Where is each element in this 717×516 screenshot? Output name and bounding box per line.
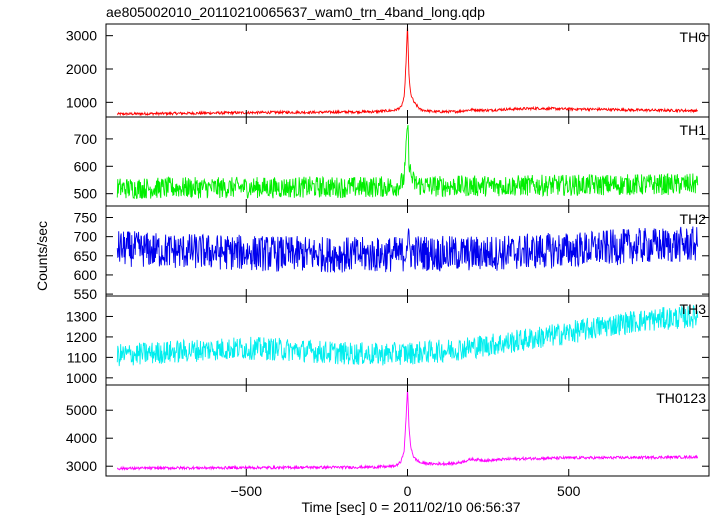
chart-title: ae805002010_20110210065637_wam0_trn_4ban… bbox=[106, 4, 485, 20]
series-line-th0 bbox=[116, 24, 699, 117]
panel-label-th0: TH0 bbox=[680, 29, 707, 45]
x-tick-label: −500 bbox=[230, 483, 262, 499]
series-line-th3 bbox=[116, 304, 699, 367]
panel-frame-th3 bbox=[105, 295, 710, 386]
y-tick-label: 1300 bbox=[66, 308, 97, 324]
y-tick-label: 650 bbox=[74, 248, 98, 264]
y-tick-label: 550 bbox=[74, 286, 98, 302]
y-tick-label: 3000 bbox=[66, 458, 97, 474]
y-tick-label: 5000 bbox=[66, 402, 97, 418]
y-tick-label: 700 bbox=[74, 229, 98, 245]
x-axis-label: Time [sec] 0 = 2011/02/10 06:56:37 bbox=[301, 499, 520, 515]
series-line-th0123 bbox=[116, 388, 699, 471]
x-tick-label: 0 bbox=[404, 483, 412, 499]
panel-label-th1: TH1 bbox=[680, 122, 707, 138]
y-tick-label: 2000 bbox=[66, 61, 97, 77]
panel-frame-th1 bbox=[105, 116, 710, 207]
chart-panels: 1000 2000 3000 TH0 500 600 700 TH1 550 600 650 700 7… bbox=[66, 23, 710, 499]
y-tick-label: 600 bbox=[74, 267, 98, 283]
series-line-th2 bbox=[116, 226, 699, 273]
y-tick-label: 3000 bbox=[66, 28, 97, 44]
y-tick-label: 4000 bbox=[66, 430, 97, 446]
panel-frame-th2 bbox=[105, 205, 710, 297]
y-tick-label: 1100 bbox=[67, 349, 97, 365]
x-tick-label: 500 bbox=[557, 483, 581, 499]
y-tick-label: 750 bbox=[74, 209, 98, 225]
y-axis-label: Counts/sec bbox=[34, 221, 50, 291]
y-tick-label: 600 bbox=[74, 158, 98, 174]
series-line-th1 bbox=[116, 124, 699, 200]
y-tick-label: 700 bbox=[74, 131, 98, 147]
panel-label-th0123: TH0123 bbox=[656, 390, 706, 406]
panel-label-th2: TH2 bbox=[680, 211, 707, 227]
y-tick-label: 1200 bbox=[66, 329, 97, 345]
y-tick-label: 1000 bbox=[66, 94, 97, 110]
panel-label-th3: TH3 bbox=[680, 301, 707, 317]
y-tick-label: 500 bbox=[74, 186, 98, 202]
y-tick-label: 1000 bbox=[66, 370, 97, 386]
